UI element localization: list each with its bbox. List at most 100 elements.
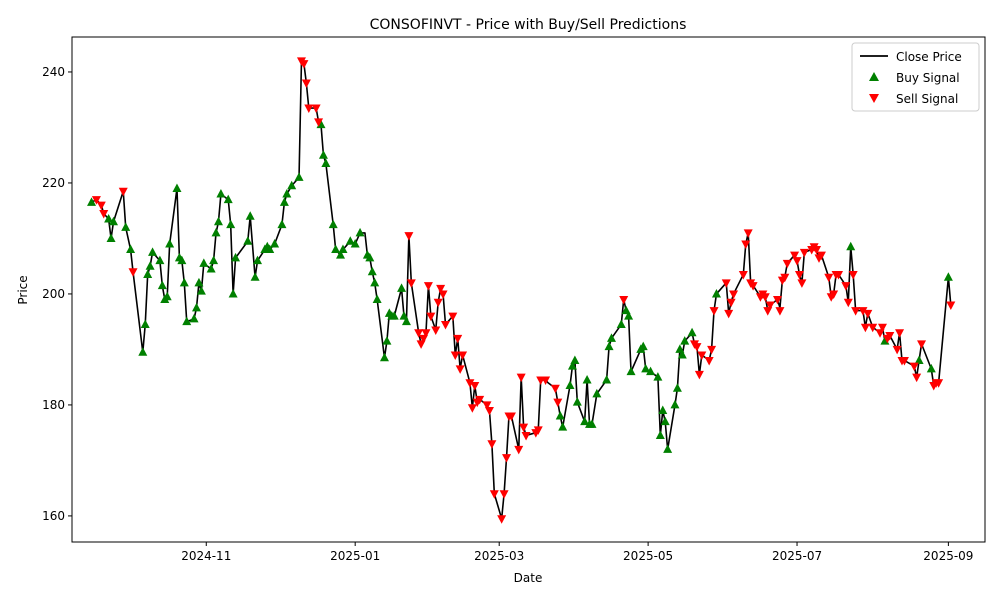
- buy-signal-marker: [192, 302, 201, 312]
- buy-signal-marker: [680, 336, 690, 345]
- buy-signal-marker: [245, 211, 255, 220]
- buy-signal-marker: [587, 419, 597, 428]
- buy-signal-marker: [87, 197, 97, 206]
- y-axis-label: Price: [16, 275, 30, 304]
- y-tick-label: 180: [42, 398, 65, 412]
- sell-signal-marker: [436, 284, 446, 294]
- buy-signal-marker: [121, 222, 131, 231]
- buy-signal-marker: [138, 347, 148, 356]
- sell-signal-marker: [499, 490, 509, 499]
- sell-signal-marker: [521, 431, 531, 441]
- buy-signal-marker: [104, 214, 114, 223]
- sell-signal-marker: [748, 282, 758, 291]
- buy-signal-marker: [914, 355, 924, 365]
- sell-signal-marker: [414, 329, 424, 338]
- buy-signal-marker: [658, 405, 668, 414]
- sell-signal-marker: [707, 345, 717, 355]
- buy-signal-marker: [555, 411, 565, 420]
- sell-signal-marker: [514, 445, 524, 455]
- sell-signal-marker: [458, 351, 468, 360]
- buy-signal-marker: [157, 280, 167, 290]
- sell-signal-marker: [843, 298, 853, 308]
- sell-signal-marker: [404, 232, 414, 241]
- x-axis: 2024-11 2025-01 2025-03 2025-05 2025-07 2025-…: [181, 542, 973, 563]
- buy-signal-marker: [145, 261, 155, 270]
- sell-signal-marker: [301, 79, 311, 89]
- sell-signal-marker: [812, 246, 822, 255]
- buy-signal-marker: [655, 430, 665, 439]
- sell-signal-marker: [487, 440, 497, 449]
- sell-signal-marker: [311, 104, 321, 114]
- buy-signal-marker: [660, 416, 670, 426]
- sell-signal-marker: [824, 273, 834, 283]
- sell-signal-marker: [697, 351, 707, 360]
- buy-signal-marker: [926, 363, 936, 373]
- buy-signal-marker: [277, 219, 287, 229]
- buy-signal-marker: [355, 227, 365, 237]
- sell-signal-marker: [726, 298, 736, 308]
- sell-signal-marker: [851, 307, 861, 316]
- buy-signal-marker: [338, 244, 348, 254]
- buy-signal-marker: [196, 286, 206, 295]
- buy-signal-marker: [663, 444, 673, 453]
- buy-signal-marker: [389, 311, 399, 320]
- buy-signal-marker: [397, 283, 407, 292]
- buy-signal-marker: [213, 216, 223, 226]
- buy-signal-marker: [223, 194, 233, 204]
- buy-signal-marker: [653, 372, 663, 381]
- buy-signal-marker: [687, 327, 697, 337]
- sell-signal-marker: [858, 307, 868, 316]
- buy-signal-marker: [189, 313, 199, 323]
- sell-signal-marker: [118, 187, 128, 197]
- buy-signal-marker: [607, 333, 616, 342]
- buy-signal-marker: [148, 247, 158, 256]
- sell-signal-marker: [465, 379, 475, 388]
- sell-signal-marker: [790, 251, 800, 261]
- sell-signal-marker: [834, 271, 844, 280]
- legend-sell-marker: [869, 94, 879, 103]
- buy-signal-marker: [106, 233, 116, 242]
- sell-signal-marker: [470, 382, 480, 391]
- buy-signal-marker: [321, 158, 331, 168]
- sell-signal-marker: [453, 334, 463, 344]
- sell-signal-marker: [860, 323, 870, 333]
- sell-signal-marker: [619, 295, 629, 305]
- sell-signal-marker: [497, 515, 507, 524]
- buy-signal-marker: [382, 336, 392, 345]
- x-axis-label: Date: [514, 571, 543, 585]
- buy-signal-marker: [279, 197, 289, 206]
- y-tick-label: 200: [42, 287, 65, 301]
- buy-signal-marker: [677, 349, 687, 359]
- sell-signal-marker: [743, 229, 753, 238]
- buy-signal-marker: [226, 219, 236, 229]
- sell-signal-marker: [765, 301, 775, 311]
- buy-signal-marker: [711, 288, 721, 298]
- buy-signal-marker: [567, 361, 577, 370]
- buy-signal-marker: [641, 363, 651, 373]
- buy-signal-marker: [318, 150, 328, 159]
- buy-signal-marker: [638, 341, 648, 351]
- sell-signal-marker: [406, 279, 416, 288]
- sell-signal-marker: [863, 309, 873, 319]
- buy-signal-marker: [624, 311, 634, 320]
- sell-signal-marker: [782, 259, 792, 269]
- sell-signal-marker: [541, 376, 551, 385]
- sell-signal-marker: [794, 271, 804, 280]
- buy-signal-marker: [565, 380, 575, 390]
- sell-signal-marker: [299, 60, 309, 69]
- buy-signal-marker: [243, 236, 253, 245]
- sell-signal-marker: [868, 323, 878, 333]
- sell-signal-marker: [721, 279, 731, 288]
- sell-signal-marker: [792, 257, 802, 266]
- sell-signal-marker: [467, 404, 477, 413]
- sell-signal-marker: [438, 290, 448, 299]
- buy-signal-marker: [270, 238, 280, 248]
- buy-signal-marker: [670, 399, 680, 409]
- sell-signal-marker: [729, 290, 739, 299]
- buy-signal-marker: [604, 341, 614, 351]
- buy-signal-marker: [602, 374, 612, 384]
- buy-signal-marker: [199, 258, 209, 267]
- buy-signal-marker: [582, 374, 592, 384]
- sell-signal-marker: [489, 490, 499, 499]
